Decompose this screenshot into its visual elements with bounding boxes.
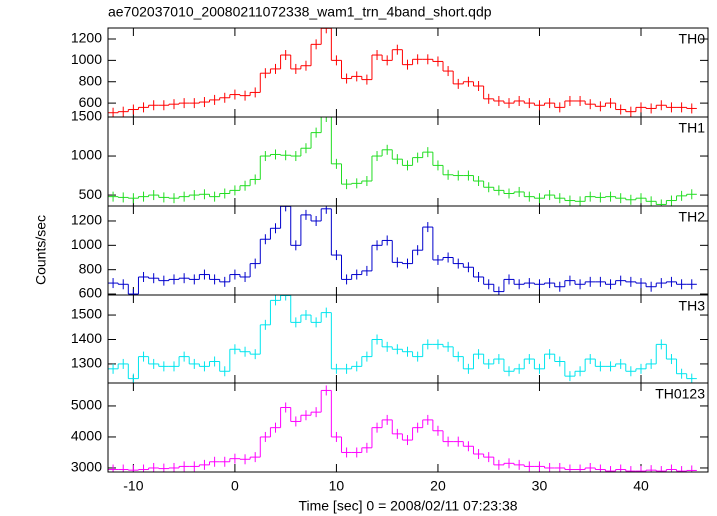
y-tick-label: 5000 <box>71 397 102 413</box>
x-tick-label: 0 <box>231 478 239 494</box>
x-tick-label: 30 <box>532 478 548 494</box>
y-tick-label: 1300 <box>71 355 102 371</box>
series-label: TH0123 <box>655 386 705 402</box>
y-tick-label: 1200 <box>71 212 102 228</box>
step-connector <box>117 28 688 113</box>
x-tick-label: -10 <box>123 478 143 494</box>
x-tick-label: 20 <box>430 478 446 494</box>
y-tick-label: 3000 <box>71 459 102 475</box>
y-axis-label: Counts/sec <box>33 215 49 285</box>
series-label: TH0 <box>679 31 706 47</box>
y-tick-label: 800 <box>79 260 103 276</box>
y-tick-label: 1000 <box>71 51 102 67</box>
step-connector <box>117 206 678 295</box>
y-tick-label: 4000 <box>71 428 102 444</box>
panel-frame <box>107 205 709 296</box>
series-label: TH3 <box>679 298 706 314</box>
x-tick-label: 40 <box>633 478 649 494</box>
chart-title: ae702037010_20080211072338_wam1_trn_4ban… <box>108 4 492 20</box>
step-connector <box>117 117 688 205</box>
panel-frame <box>107 294 709 384</box>
panel-frame <box>107 382 709 473</box>
y-tick-label: 800 <box>79 72 103 88</box>
y-tick-label: 1000 <box>71 147 102 163</box>
panel-frame <box>107 116 709 207</box>
y-tick-label: 1500 <box>71 108 102 124</box>
y-tick-label: 1000 <box>71 236 102 252</box>
y-tick-label: 1500 <box>71 306 102 322</box>
y-tick-label: 600 <box>79 94 103 110</box>
y-tick-label: 1400 <box>71 330 102 346</box>
x-axis-label: Time [sec] 0 = 2008/02/11 07:23:38 <box>298 498 517 514</box>
series-label: TH2 <box>679 209 706 225</box>
y-tick-label: 500 <box>79 186 103 202</box>
panel-frame <box>107 27 709 118</box>
series-label: TH1 <box>679 120 706 136</box>
x-tick-label: 10 <box>329 478 345 494</box>
y-tick-label: 1200 <box>71 30 102 46</box>
step-connector <box>127 390 688 472</box>
y-tick-label: 600 <box>79 285 103 301</box>
